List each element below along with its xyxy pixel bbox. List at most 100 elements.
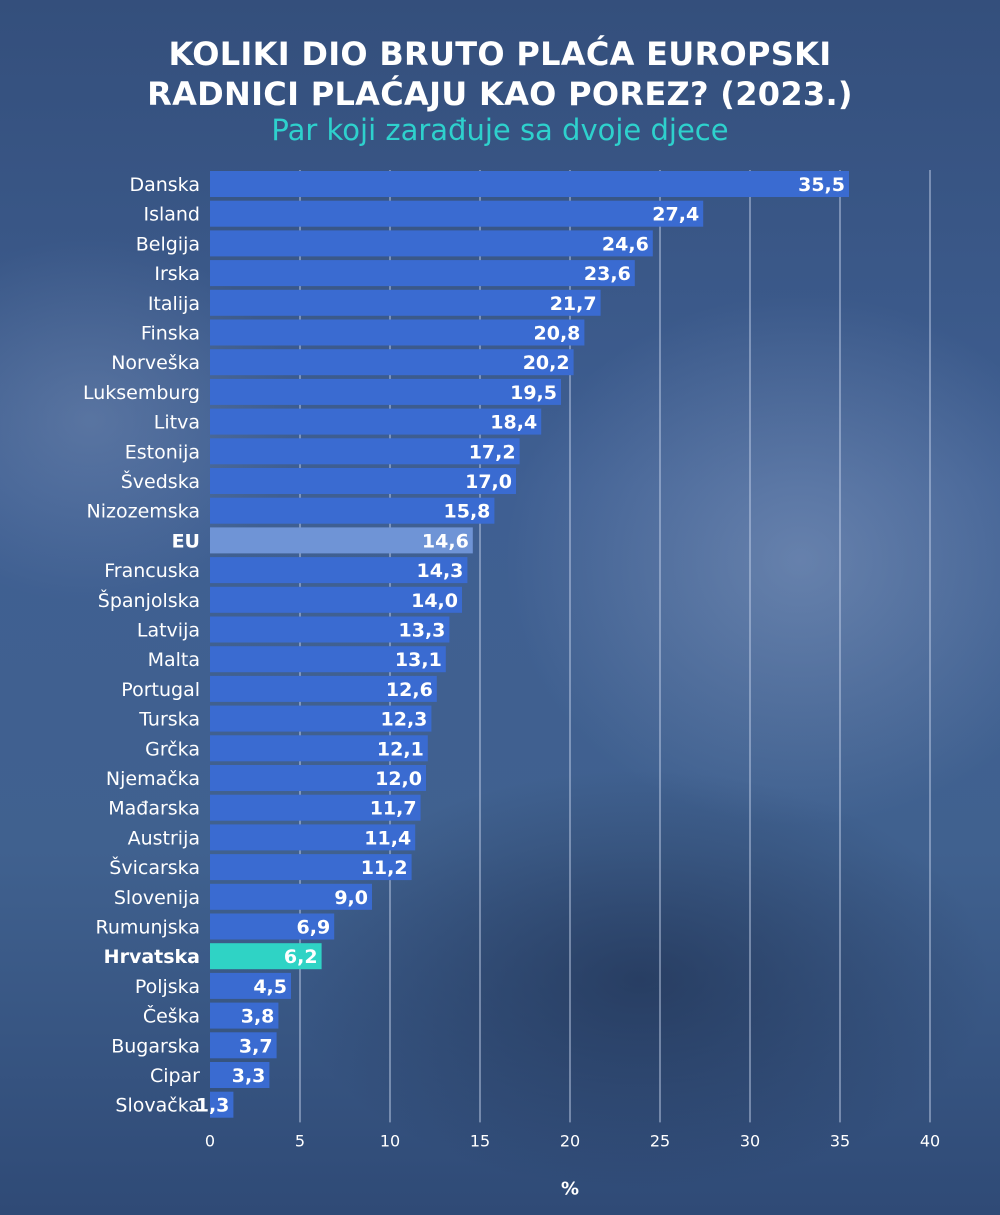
- bar-španjolska: [210, 586, 462, 613]
- category-label: Island: [143, 204, 200, 226]
- category-label: Francuska: [104, 560, 200, 582]
- category-label: Litva: [154, 412, 200, 434]
- x-axis-ticks: 0 5 10 15 20 25 30 35 40: [205, 1131, 940, 1150]
- category-label: Mađarska: [108, 798, 200, 820]
- value-label: 14,6: [422, 530, 469, 552]
- value-label: 15,8: [444, 501, 491, 523]
- category-label: Finska: [141, 323, 200, 345]
- value-label: 24,6: [602, 233, 649, 255]
- value-label: 6,2: [284, 946, 318, 968]
- category-label: Češka: [143, 1004, 200, 1028]
- bar-švedska: [210, 468, 516, 494]
- bar-švicarska: [210, 854, 412, 881]
- x-tick-label: 40: [920, 1131, 940, 1150]
- value-label: 17,2: [469, 441, 516, 463]
- category-label: Švedska: [121, 469, 200, 493]
- category-label: Austrija: [128, 827, 200, 849]
- category-label: Hrvatska: [104, 946, 200, 968]
- bar-grčka: [210, 735, 428, 762]
- category-label: Latvija: [137, 620, 200, 642]
- chart-title-line2: RADNICI PLAĆAJU KAO POREZ? (2023.): [147, 75, 853, 113]
- value-label: 6,9: [297, 917, 331, 939]
- value-label: 20,2: [523, 352, 570, 374]
- bar-austrija: [210, 824, 416, 851]
- bar-slovenija: [210, 883, 372, 910]
- value-label: 13,1: [395, 649, 442, 671]
- x-tick-label: 35: [830, 1131, 850, 1150]
- category-label: Luksemburg: [83, 382, 200, 404]
- bar-njemačka: [210, 765, 426, 791]
- value-label: 19,5: [510, 382, 557, 404]
- bar-rumunjska: [210, 913, 335, 940]
- value-label: 11,7: [370, 798, 417, 820]
- bar-francuska: [210, 557, 468, 584]
- chart-subtitle: Par koji zarađuje sa dvoje djece: [271, 113, 729, 147]
- bar-norveška: [210, 349, 574, 376]
- value-label: 1,3: [196, 1095, 230, 1117]
- x-tick-label: 10: [380, 1131, 400, 1150]
- bar-irska: [210, 260, 635, 287]
- bar-italija: [210, 289, 601, 316]
- value-label: 21,7: [550, 293, 597, 315]
- value-labels: 35,5 27,424,6 23,6 21,7 20,8 20,2 19,5 18,4 17,2…: [196, 174, 845, 1117]
- x-tick-label: 15: [470, 1131, 490, 1150]
- bar-bugarska: [210, 1032, 277, 1059]
- bar-finska: [210, 319, 585, 346]
- value-label: 27,4: [652, 204, 699, 226]
- bar-slovačka: [210, 1091, 234, 1118]
- value-label: 20,8: [534, 323, 581, 345]
- value-label: 9,0: [334, 887, 368, 909]
- x-tick-label: 0: [205, 1131, 215, 1150]
- value-label: 14,0: [411, 590, 458, 612]
- value-label: 35,5: [798, 174, 845, 196]
- category-label: Malta: [148, 649, 200, 671]
- bar-češka: [210, 1002, 279, 1029]
- category-label: Slovenija: [114, 887, 200, 909]
- bar-estonija: [210, 438, 520, 465]
- category-label: EU: [172, 530, 200, 552]
- category-labels: Danska Island Belgija Irska Italija Finska Nor…: [83, 174, 200, 1117]
- category-label: Norveška: [111, 352, 200, 374]
- bar-cipar: [210, 1062, 270, 1088]
- value-label: 23,6: [584, 263, 631, 285]
- category-label: Irska: [154, 263, 200, 285]
- value-label: 3,8: [241, 1006, 275, 1028]
- value-label: 12,0: [375, 768, 422, 790]
- category-label: Bugarska: [111, 1035, 200, 1057]
- category-label: Danska: [129, 174, 200, 196]
- bar-luksemburg: [210, 378, 561, 405]
- category-label: Slovačka: [115, 1095, 200, 1117]
- bar-latvija: [210, 616, 450, 643]
- bar-litva: [210, 408, 542, 435]
- value-label: 13,3: [399, 620, 446, 642]
- bar-mađarska: [210, 794, 421, 821]
- value-label: 11,4: [364, 827, 411, 849]
- bar-eu: [210, 527, 473, 554]
- category-label: Belgija: [136, 233, 200, 255]
- bar-malta: [210, 646, 446, 673]
- value-label: 4,5: [253, 976, 287, 998]
- value-label: 14,3: [417, 560, 464, 582]
- category-label: Poljska: [135, 976, 200, 998]
- category-label: Njemačka: [106, 768, 200, 790]
- x-tick-label: 20: [560, 1131, 580, 1150]
- category-label: Švicarska: [109, 855, 200, 879]
- value-label: 12,1: [377, 738, 424, 760]
- category-label: Rumunjska: [96, 917, 200, 939]
- chart-title-line1: KOLIKI DIO BRUTO PLAĆA EUROPSKI: [168, 35, 832, 73]
- category-label: Portugal: [121, 679, 200, 701]
- bar-portugal: [210, 675, 437, 702]
- category-label: Grčka: [145, 738, 200, 760]
- bar-poljska: [210, 972, 291, 999]
- category-label: Španjolska: [98, 588, 200, 612]
- category-label: Cipar: [150, 1065, 200, 1087]
- bar-island: [210, 200, 704, 227]
- bars: [210, 171, 849, 1118]
- value-label: 12,6: [386, 679, 433, 701]
- value-label: 11,2: [361, 857, 408, 879]
- bar-belgija: [210, 230, 653, 257]
- x-axis-label: %: [561, 1178, 579, 1199]
- x-tick-label: 30: [740, 1131, 760, 1150]
- value-label: 3,3: [232, 1065, 266, 1087]
